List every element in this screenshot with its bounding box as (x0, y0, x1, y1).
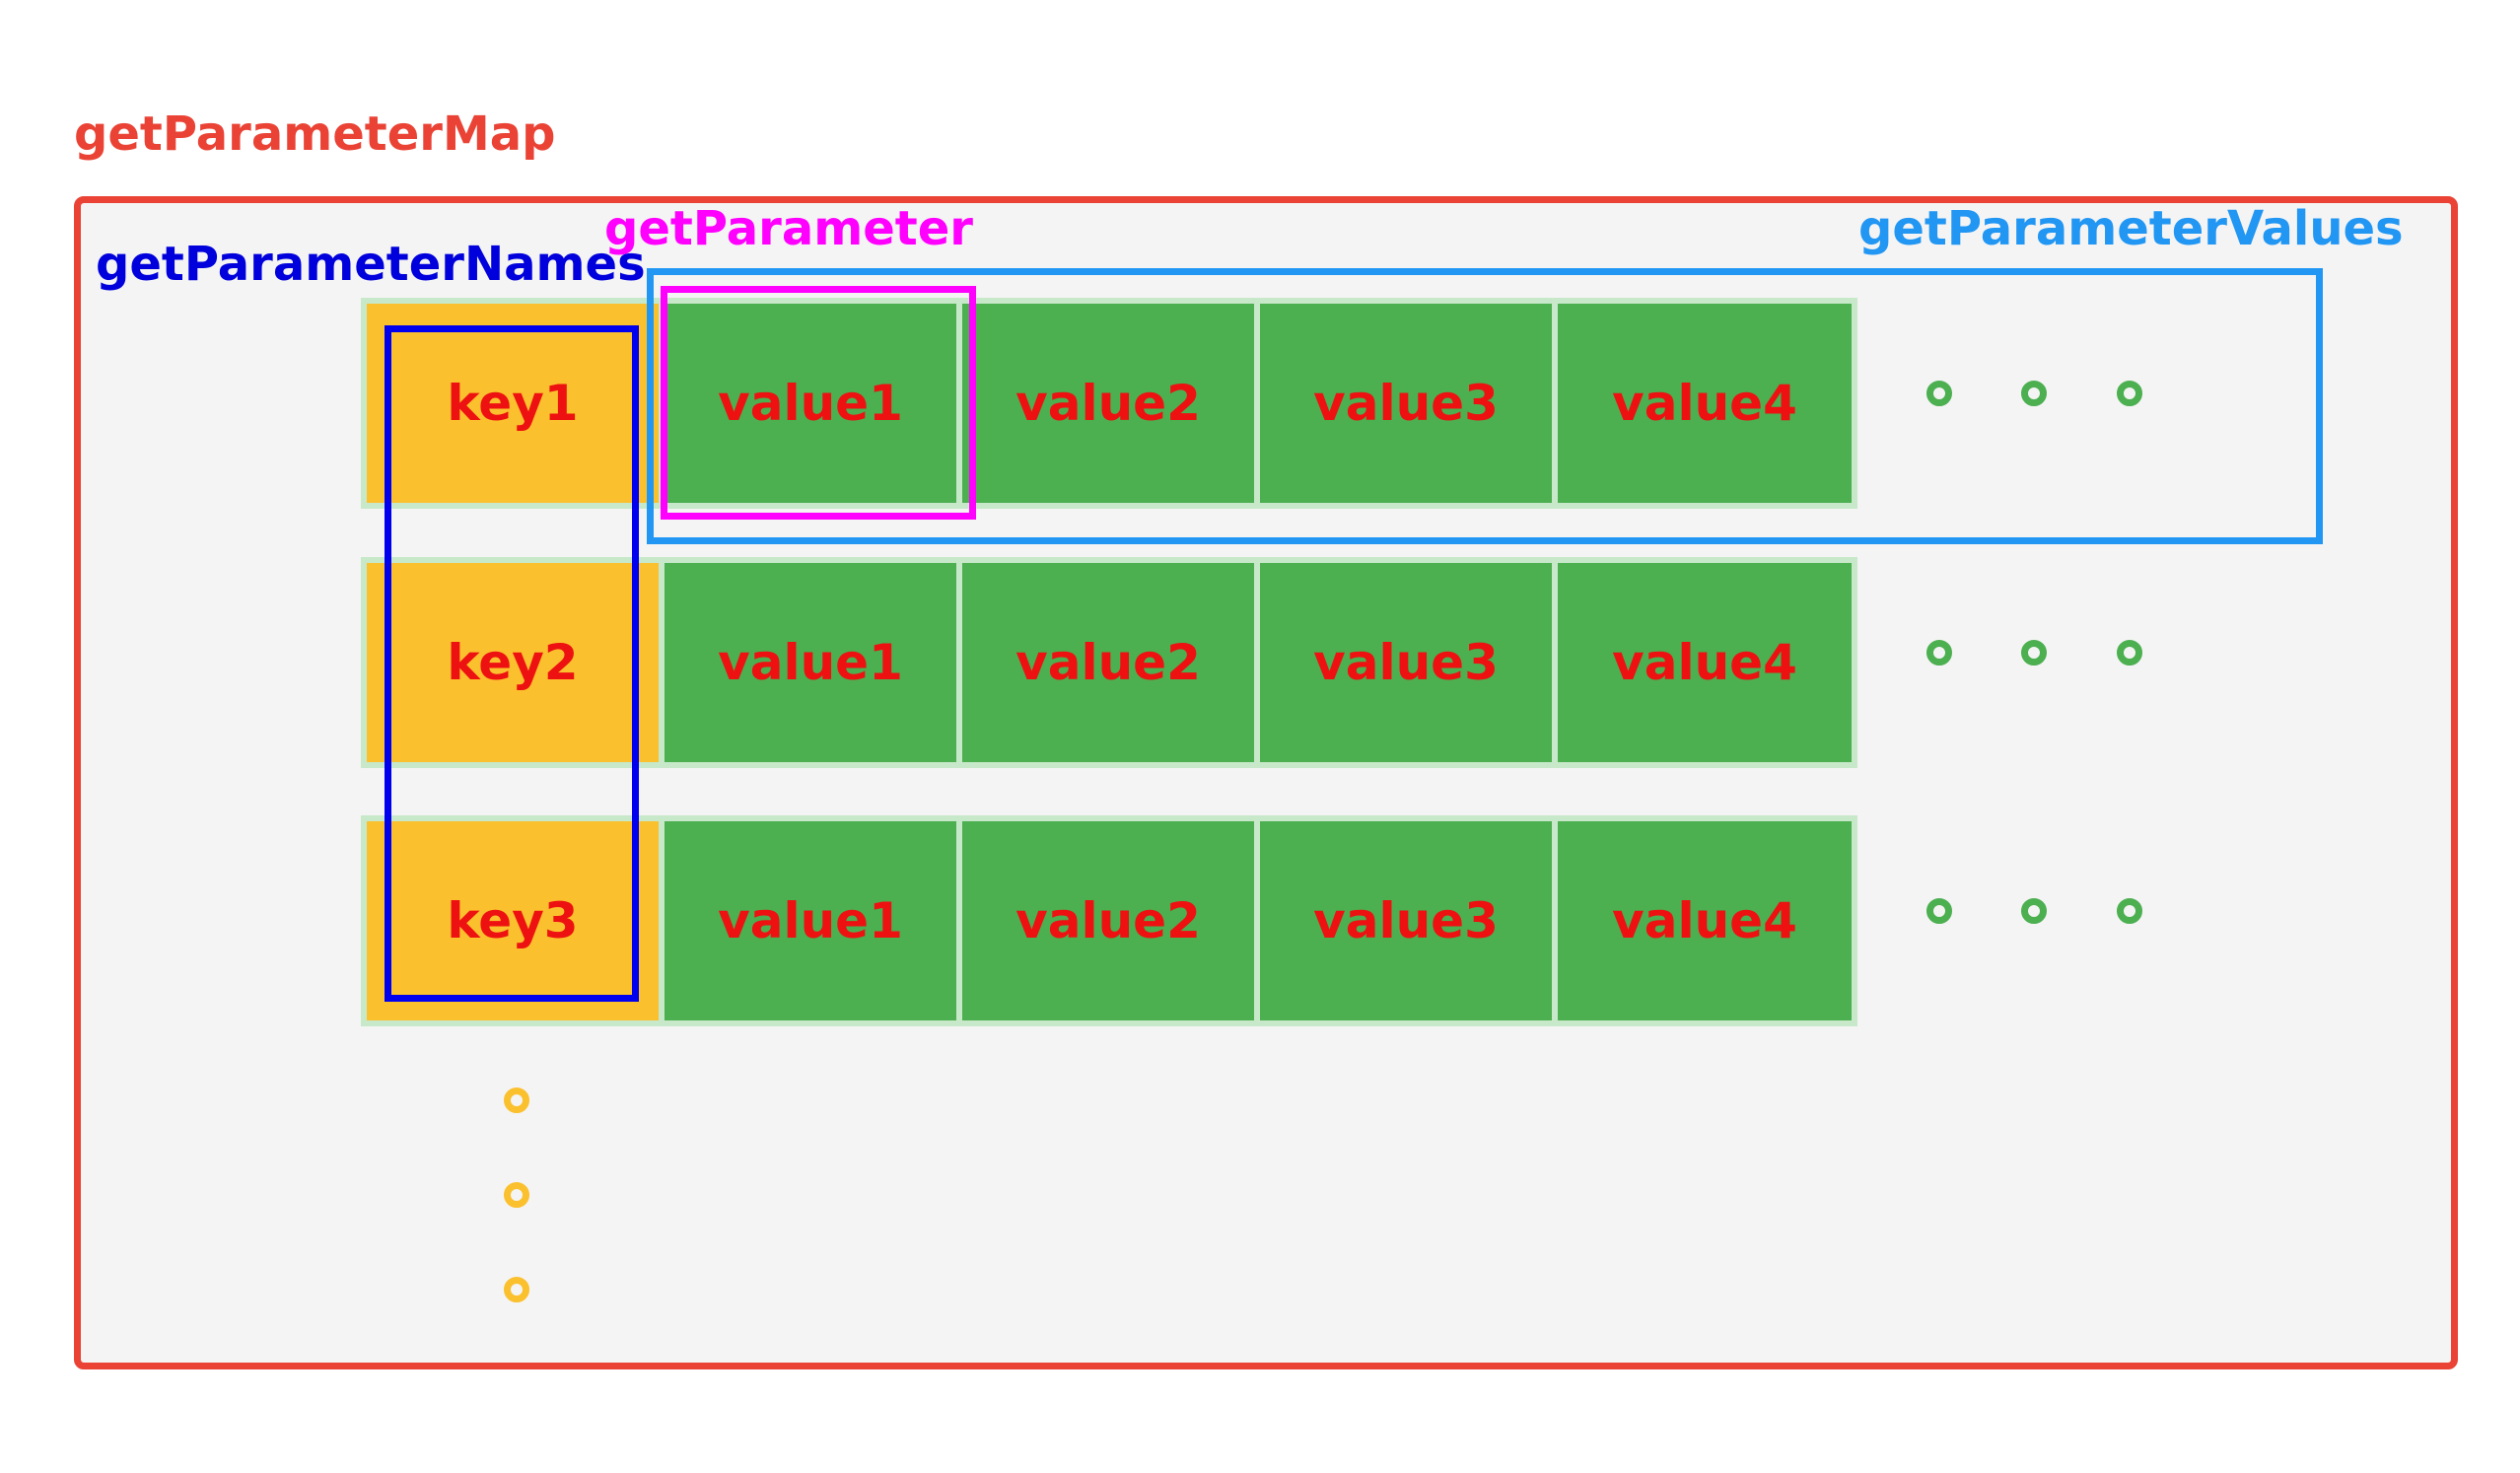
more-values-dot (2021, 381, 2047, 406)
parameter-values-frame (647, 268, 2323, 544)
value-cell: value4 (1558, 563, 1852, 762)
value-cell: value2 (962, 304, 1254, 503)
key-cell: key3 (367, 821, 659, 1020)
value-cell: value2 (962, 821, 1254, 1020)
more-values-dot (2117, 640, 2142, 666)
parameter-frame (661, 286, 976, 520)
value-cell: value4 (1558, 304, 1852, 503)
parameter-row: key3 value1 value2 value3 value4 (361, 815, 1857, 1026)
more-values-dot (1926, 640, 1952, 666)
more-keys-dot (504, 1087, 529, 1113)
parameter-map-label: getParameterMap (74, 106, 556, 162)
more-values-dot (1926, 381, 1952, 406)
more-keys-dot (504, 1277, 529, 1302)
key-cell: key2 (367, 563, 659, 762)
more-values-dot (2117, 898, 2142, 924)
value-cell: value1 (665, 304, 956, 503)
parameter-row: key2 value1 value2 value3 value4 (361, 557, 1857, 768)
value-cell: value2 (962, 563, 1254, 762)
value-cell: value1 (665, 563, 956, 762)
value-cell: value3 (1260, 821, 1552, 1020)
key-cell: key1 (367, 304, 659, 503)
more-keys-dot (504, 1182, 529, 1208)
more-values-dot (2021, 898, 2047, 924)
parameter-row: key1 value1 value2 value3 value4 (361, 298, 1857, 509)
parameter-label: getParameter (604, 201, 973, 256)
parameter-names-frame (385, 325, 639, 1002)
more-values-dot (2021, 640, 2047, 666)
parameter-values-label: getParameterValues (1858, 201, 2404, 256)
parameter-names-label: getParameterNames (96, 237, 646, 292)
value-cell: value4 (1558, 821, 1852, 1020)
more-values-dot (2117, 381, 2142, 406)
value-cell: value3 (1260, 563, 1552, 762)
more-values-dot (1926, 898, 1952, 924)
value-cell: value1 (665, 821, 956, 1020)
value-cell: value3 (1260, 304, 1552, 503)
